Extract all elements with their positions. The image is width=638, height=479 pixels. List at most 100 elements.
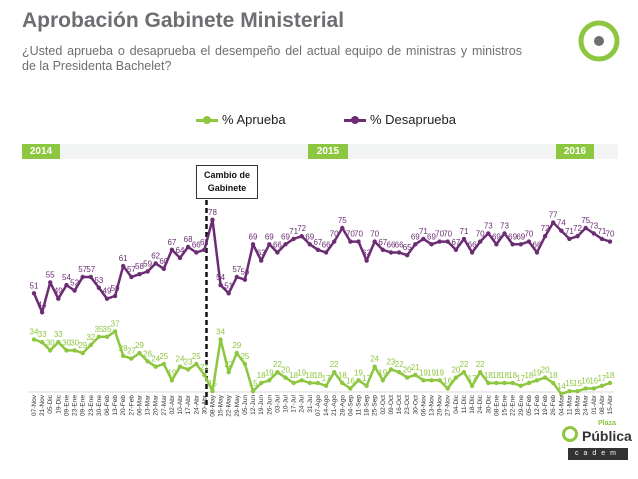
point-desaprueba <box>121 263 126 269</box>
data-label-desaprueba: 49 <box>54 287 63 296</box>
x-tick-label: 24-Mar <box>583 394 590 415</box>
x-tick-label: 18-Dic <box>469 394 476 414</box>
legend-label-aprueba: % Aprueba <box>222 112 286 127</box>
data-label-desaprueba: 66 <box>468 241 477 250</box>
point-aprueba <box>259 380 264 386</box>
x-tick-label: 17-Abr <box>185 394 192 414</box>
data-label-desaprueba: 66 <box>192 241 201 250</box>
point-aprueba <box>445 386 450 391</box>
point-aprueba <box>332 370 337 375</box>
point-aprueba <box>72 348 77 353</box>
data-label-desaprueba: 73 <box>500 221 509 230</box>
data-label-desaprueba: 69 <box>411 232 420 241</box>
year-2014: 2014 <box>22 144 60 159</box>
x-tick-label: 20-Feb <box>120 395 127 416</box>
point-aprueba <box>348 386 353 391</box>
point-desaprueba <box>31 291 37 296</box>
data-label-aprueba: 22 <box>476 360 485 369</box>
data-label-desaprueba: 57 <box>78 265 87 274</box>
data-label-desaprueba: 58 <box>135 262 144 271</box>
point-aprueba <box>218 337 223 342</box>
data-label-desaprueba: 69 <box>265 232 274 241</box>
data-label-desaprueba: 49 <box>103 287 112 296</box>
point-aprueba <box>267 378 272 383</box>
data-label-aprueba: 29 <box>232 341 241 350</box>
data-label-aprueba: 19 <box>265 368 274 377</box>
x-tick-label: 05-Dic <box>47 394 54 414</box>
data-label-aprueba: 16 <box>443 377 452 386</box>
data-label-desaprueba: 70 <box>330 230 339 239</box>
point-aprueba <box>283 375 288 380</box>
point-aprueba <box>307 380 312 386</box>
x-tick-label: 23-Ene <box>72 395 79 416</box>
point-desaprueba <box>210 217 215 222</box>
point-desaprueba <box>380 247 385 252</box>
data-label-desaprueba: 71 <box>565 227 574 236</box>
ring-logo-icon <box>578 20 620 62</box>
data-label-desaprueba: 59 <box>143 260 152 269</box>
x-tick-label: 30-Oct <box>412 395 419 415</box>
data-label-aprueba: 23 <box>184 357 193 366</box>
point-desaprueba <box>177 255 183 261</box>
data-label-desaprueba: 70 <box>346 230 355 239</box>
data-label-desaprueba: 74 <box>557 219 566 228</box>
data-label-aprueba: 19 <box>419 368 428 377</box>
data-label-aprueba: 15 <box>249 379 258 388</box>
x-tick-label: 29-Ene <box>518 395 525 416</box>
data-label-desaprueba: 56 <box>240 268 249 277</box>
x-tick-label: 13-Feb <box>112 395 119 416</box>
point-desaprueba <box>388 250 394 255</box>
data-label-desaprueba: 75 <box>338 216 347 225</box>
data-label-aprueba: 14 <box>557 382 566 391</box>
data-label-desaprueba: 71 <box>597 227 606 236</box>
point-aprueba <box>453 375 459 380</box>
x-tick-label: 21-Ago <box>331 395 338 416</box>
data-label-desaprueba: 53 <box>94 276 103 285</box>
point-desaprueba <box>39 310 45 315</box>
point-aprueba <box>405 375 410 380</box>
point-desaprueba <box>437 239 442 244</box>
data-label-aprueba: 21 <box>411 363 420 372</box>
data-label-desaprueba: 61 <box>119 254 128 263</box>
data-label-aprueba: 18 <box>508 371 517 380</box>
data-label-desaprueba: 51 <box>30 281 39 290</box>
data-label-desaprueba: 54 <box>216 273 225 282</box>
point-aprueba <box>121 353 126 358</box>
x-tick-label: 16-Oct <box>396 395 403 415</box>
data-label-aprueba: 32 <box>86 333 95 342</box>
x-tick-label: 05-Jun <box>242 395 249 415</box>
cambio-gabinete-callout: Cambio de Gabinete <box>196 165 258 199</box>
data-label-aprueba: 25 <box>240 352 249 361</box>
data-label-aprueba: 30 <box>62 338 71 347</box>
data-label-desaprueba: 67 <box>378 238 387 247</box>
year-2016: 2016 <box>556 144 594 159</box>
x-tick-label: 26-Jun <box>266 395 273 415</box>
point-aprueba <box>372 364 377 369</box>
data-label-aprueba: 18 <box>500 371 509 380</box>
data-label-desaprueba: 69 <box>427 232 436 241</box>
data-label-desaprueba: 71 <box>419 227 428 236</box>
x-tick-label: 10-Jul <box>283 394 290 412</box>
data-label-desaprueba: 77 <box>549 211 558 220</box>
x-tick-label: 18-Mar <box>575 394 582 415</box>
point-desaprueba <box>534 250 540 255</box>
data-label-aprueba: 37 <box>111 319 120 328</box>
point-aprueba <box>88 342 94 348</box>
point-desaprueba <box>405 253 410 258</box>
point-aprueba <box>299 378 304 383</box>
point-aprueba <box>48 348 53 353</box>
data-label-aprueba: 30 <box>46 338 55 347</box>
point-desaprueba <box>96 285 102 290</box>
data-label-aprueba: 19 <box>354 368 363 377</box>
data-label-desaprueba: 54 <box>62 273 71 282</box>
data-label-aprueba: 18 <box>549 371 558 380</box>
data-label-aprueba: 18 <box>606 371 615 380</box>
point-aprueba <box>478 370 483 375</box>
x-tick-label: 11-Mar <box>566 394 573 415</box>
data-label-desaprueba: 69 <box>249 232 258 241</box>
x-tick-label: 04-Dic <box>453 394 460 414</box>
x-tick-label: 20-Nov <box>437 394 444 416</box>
point-aprueba <box>599 383 605 388</box>
legend-marker-aprueba <box>203 116 211 124</box>
point-desaprueba <box>526 239 532 244</box>
